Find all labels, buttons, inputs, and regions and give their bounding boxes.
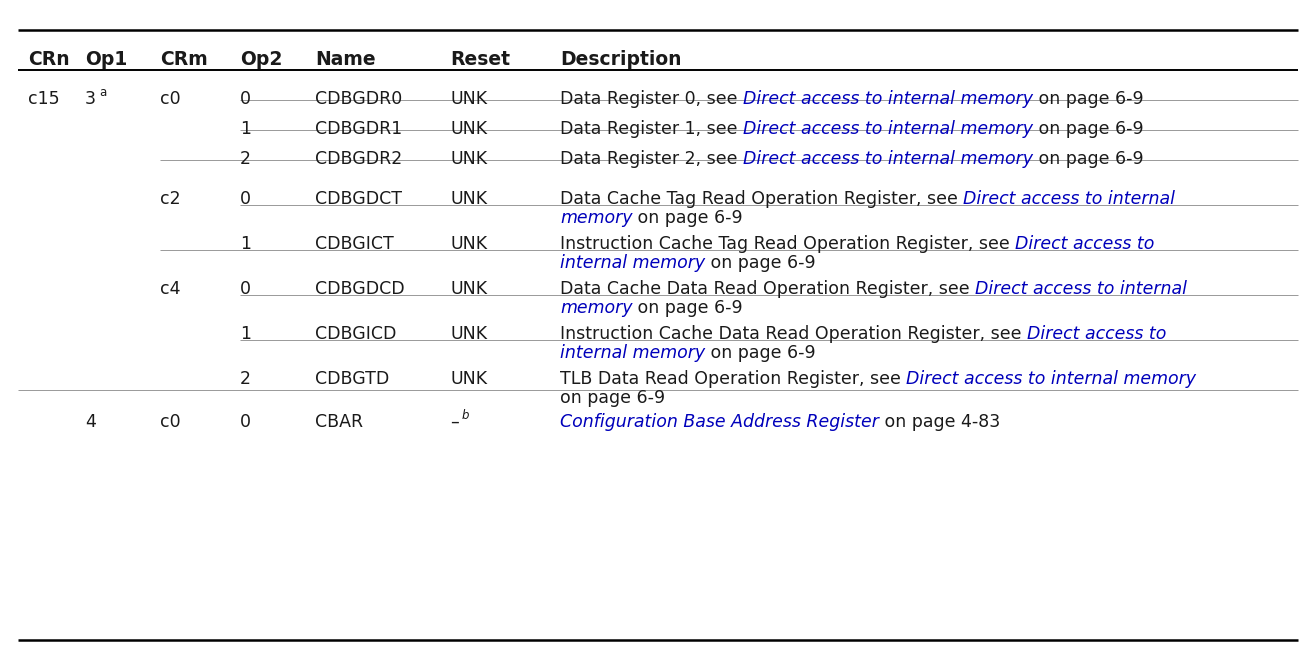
Text: 0: 0: [240, 190, 251, 208]
Text: a: a: [99, 86, 107, 99]
Text: UNK: UNK: [450, 235, 487, 253]
Text: Description: Description: [561, 50, 682, 69]
Text: internal memory: internal memory: [561, 344, 705, 362]
Text: 0: 0: [240, 280, 251, 298]
Text: Direct access to internal: Direct access to internal: [963, 190, 1175, 208]
Text: c0: c0: [161, 413, 180, 431]
Text: Direct access to internal memory: Direct access to internal memory: [744, 150, 1033, 168]
Text: Instruction Cache Tag Read Operation Register, see: Instruction Cache Tag Read Operation Reg…: [561, 235, 1015, 253]
Text: UNK: UNK: [450, 150, 487, 168]
Text: 4: 4: [86, 413, 96, 431]
Text: CDBGTD: CDBGTD: [315, 370, 390, 388]
Text: on page 6-9: on page 6-9: [633, 209, 744, 227]
Text: on page 6-9: on page 6-9: [705, 254, 816, 272]
Text: on page 6-9: on page 6-9: [1033, 120, 1144, 138]
Text: CBAR: CBAR: [315, 413, 363, 431]
Text: UNK: UNK: [450, 370, 487, 388]
Text: UNK: UNK: [450, 325, 487, 343]
Text: CDBGDCT: CDBGDCT: [315, 190, 401, 208]
Text: Instruction Cache Data Read Operation Register, see: Instruction Cache Data Read Operation Re…: [561, 325, 1026, 343]
Text: 1: 1: [240, 120, 251, 138]
Text: UNK: UNK: [450, 280, 487, 298]
Text: UNK: UNK: [450, 120, 487, 138]
Text: CDBGDR1: CDBGDR1: [315, 120, 403, 138]
Text: CRm: CRm: [161, 50, 208, 69]
Text: on page 6-9: on page 6-9: [1033, 90, 1144, 108]
Text: Op1: Op1: [86, 50, 128, 69]
Text: 2: 2: [240, 150, 251, 168]
Text: UNK: UNK: [450, 190, 487, 208]
Text: Name: Name: [315, 50, 375, 69]
Text: 0: 0: [240, 90, 251, 108]
Text: 1: 1: [240, 325, 251, 343]
Text: on page 4-83: on page 4-83: [879, 413, 1000, 431]
Text: b: b: [462, 409, 470, 422]
Text: CDBGDR0: CDBGDR0: [315, 90, 403, 108]
Text: on page 6-9: on page 6-9: [561, 389, 665, 407]
Text: 1: 1: [240, 235, 251, 253]
Text: Direct access to: Direct access to: [1015, 235, 1154, 253]
Text: Direct access to internal memory: Direct access to internal memory: [907, 370, 1196, 388]
Text: Data Register 0, see: Data Register 0, see: [561, 90, 744, 108]
Text: c2: c2: [161, 190, 180, 208]
Text: 2: 2: [240, 370, 251, 388]
Text: Direct access to: Direct access to: [1026, 325, 1166, 343]
Text: on page 6-9: on page 6-9: [705, 344, 816, 362]
Text: memory: memory: [561, 299, 633, 317]
Text: Reset: Reset: [450, 50, 511, 69]
Text: –: –: [450, 413, 459, 431]
Text: CDBGDCD: CDBGDCD: [315, 280, 404, 298]
Text: TLB Data Read Operation Register, see: TLB Data Read Operation Register, see: [561, 370, 907, 388]
Text: Data Cache Data Read Operation Register, see: Data Cache Data Read Operation Register,…: [561, 280, 975, 298]
Text: 0: 0: [240, 413, 251, 431]
Text: CDBGICT: CDBGICT: [315, 235, 393, 253]
Text: Data Cache Tag Read Operation Register, see: Data Cache Tag Read Operation Register, …: [561, 190, 963, 208]
Text: c15: c15: [28, 90, 59, 108]
Text: Data Register 2, see: Data Register 2, see: [561, 150, 744, 168]
Text: CDBGDR2: CDBGDR2: [315, 150, 403, 168]
Text: Direct access to internal memory: Direct access to internal memory: [744, 90, 1033, 108]
Text: Direct access to internal memory: Direct access to internal memory: [744, 120, 1033, 138]
Text: internal memory: internal memory: [561, 254, 705, 272]
Text: Direct access to internal: Direct access to internal: [975, 280, 1187, 298]
Text: c4: c4: [161, 280, 180, 298]
Text: Op2: Op2: [240, 50, 283, 69]
Text: CRn: CRn: [28, 50, 70, 69]
Text: Configuration Base Address Register: Configuration Base Address Register: [561, 413, 879, 431]
Text: on page 6-9: on page 6-9: [1033, 150, 1144, 168]
Text: c0: c0: [161, 90, 180, 108]
Text: CDBGICD: CDBGICD: [315, 325, 396, 343]
Text: memory: memory: [561, 209, 633, 227]
Text: on page 6-9: on page 6-9: [633, 299, 744, 317]
Text: 3: 3: [86, 90, 96, 108]
Text: Data Register 1, see: Data Register 1, see: [561, 120, 744, 138]
Text: UNK: UNK: [450, 90, 487, 108]
